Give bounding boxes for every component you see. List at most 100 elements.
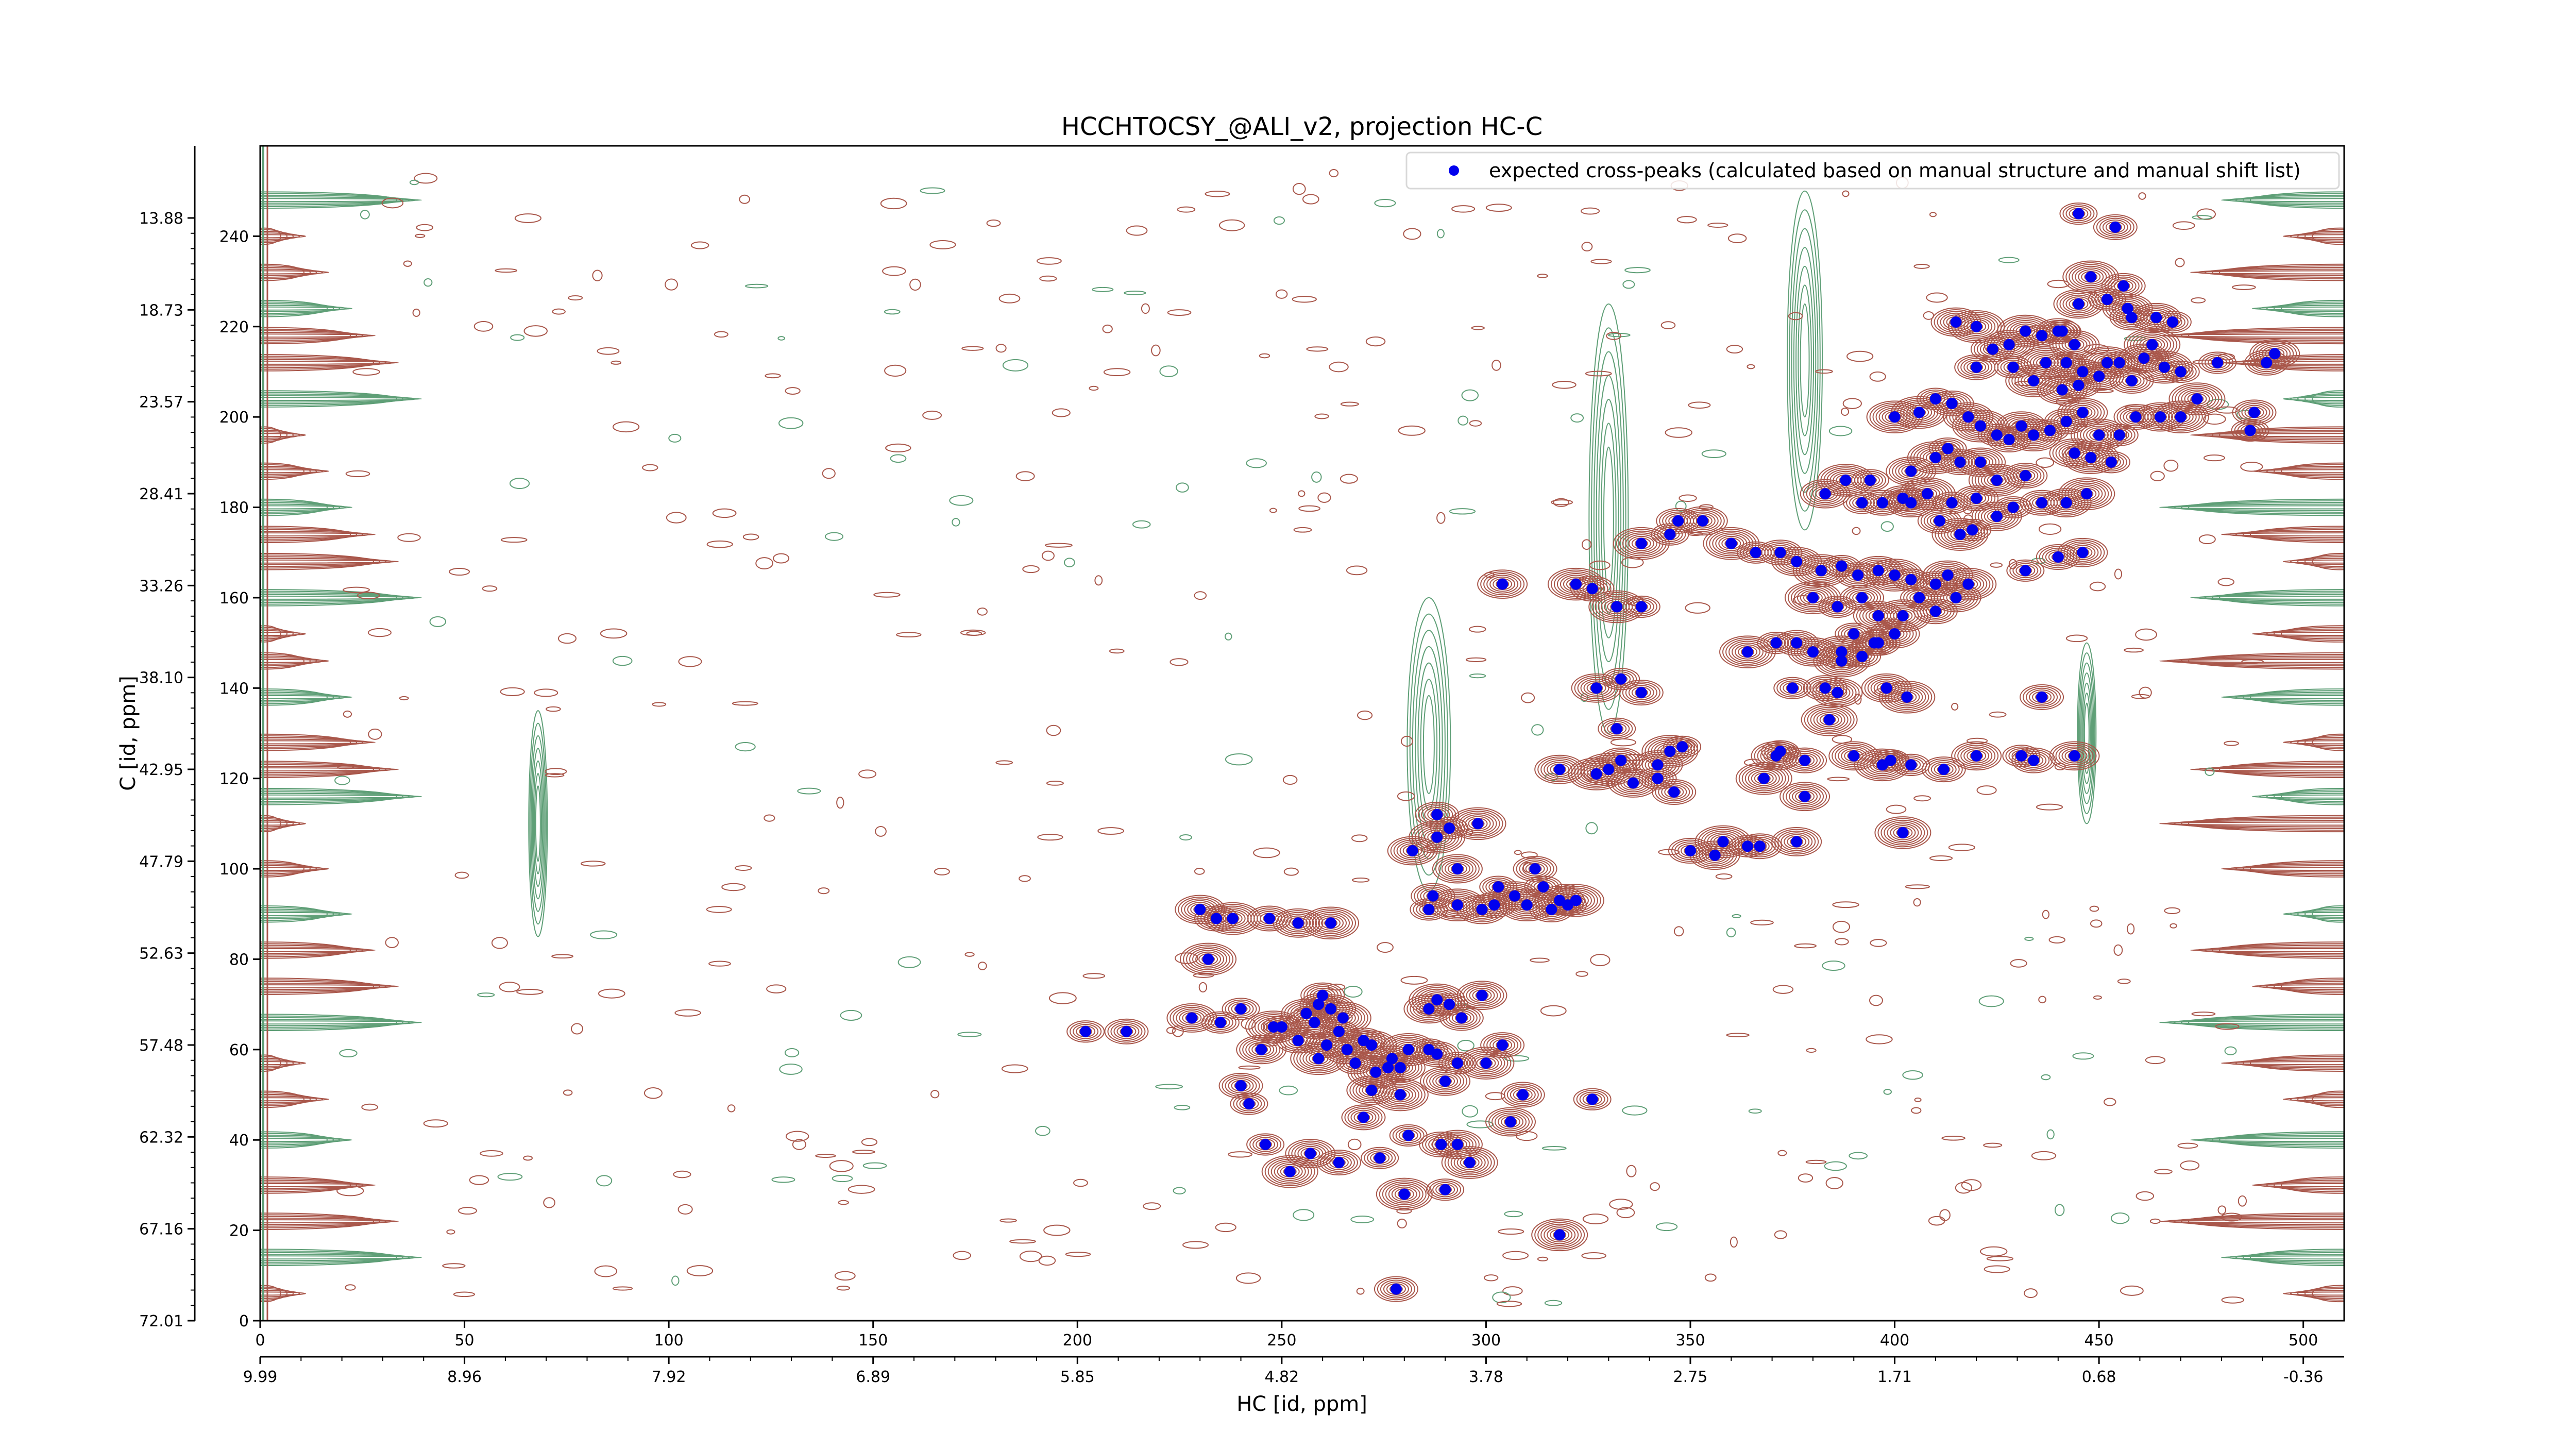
peak-contour (1498, 1114, 1523, 1130)
x-tick-label: 500 (2289, 1332, 2318, 1350)
noise-contour (597, 347, 620, 355)
noise-contour (1046, 781, 1064, 786)
noise-contour (671, 1275, 680, 1286)
cross-peak-marker (1852, 569, 1864, 581)
peak-contour (1285, 915, 1311, 931)
noise-contour (1293, 1209, 1315, 1221)
noise-contour (2191, 297, 2206, 304)
peak-contour (1391, 1186, 1417, 1202)
right-band-contour (2174, 818, 2344, 829)
peak-contour (1432, 1182, 1459, 1198)
peak-contour (1917, 508, 1962, 534)
peak-contour (2067, 482, 2106, 505)
right-band-contour (2181, 328, 2344, 343)
cross-peak-marker (1366, 1039, 1378, 1051)
noise-contour (880, 197, 907, 210)
y-ppm-tick-label: 13.88 (139, 210, 183, 228)
peak-contour (1751, 770, 1777, 786)
peak-contour (1943, 314, 1969, 330)
peak-contour (1869, 560, 1920, 590)
peak-contour (1350, 1109, 1377, 1125)
peak-contour (1392, 1126, 1425, 1145)
peak-contour (1274, 1162, 1306, 1181)
peak-contour (1486, 575, 1519, 594)
peak-contour (1236, 1096, 1262, 1111)
peak-contour (1574, 675, 1619, 701)
cross-peak-marker (1406, 845, 1418, 856)
peak-contour (2098, 454, 2124, 470)
noise-contour (2114, 568, 2123, 580)
right-band-contour (2235, 1057, 2344, 1069)
noise-contour (1374, 198, 1396, 208)
cross-peak-marker (1922, 488, 1933, 500)
noise-contour (1537, 1256, 1549, 1261)
peak-contour (1888, 686, 1926, 709)
noise-contour (1715, 873, 1733, 880)
noise-contour (858, 769, 877, 779)
noise-contour (1082, 973, 1106, 979)
peak-contour (2055, 745, 2094, 767)
y-tick-label: 40 (229, 1132, 249, 1150)
cross-peak-marker (2175, 366, 2187, 378)
cross-peak-marker (2077, 366, 2089, 378)
negative-ridge-contour (528, 710, 548, 937)
y-tick-label: 160 (219, 589, 249, 608)
noise-contour (360, 210, 370, 220)
peak-contour (1946, 571, 1991, 597)
peak-contour (1874, 751, 1907, 770)
peak-contour (1315, 914, 1347, 933)
noise-contour (2191, 1012, 2216, 1017)
peak-contour (1878, 407, 1911, 427)
peak-contour (1885, 684, 1929, 710)
noise-contour (2150, 470, 2165, 481)
peak-contour (1460, 982, 1504, 1008)
cross-peak-marker (2159, 361, 2171, 373)
peak-contour (2021, 373, 2047, 389)
peak-contour (2023, 686, 2061, 709)
peak-contour (2256, 342, 2294, 365)
noise-contour (861, 1138, 878, 1147)
noise-contour (1126, 225, 1148, 236)
right-band-contour (2304, 229, 2344, 243)
noise-contour (764, 814, 775, 822)
right-band-contour (2283, 1097, 2344, 1102)
noise-contour (2031, 558, 2046, 565)
cross-peak-marker (1905, 465, 1917, 477)
cross-peak-marker (1321, 1039, 1333, 1051)
noise-contour (1842, 190, 1850, 197)
peak-contour (1377, 1278, 1415, 1301)
right-band-contour (2235, 529, 2344, 540)
cross-peak-marker (1243, 1098, 1255, 1110)
cross-peak-marker (2248, 407, 2260, 418)
noise-contour (612, 421, 640, 433)
peak-contour (2201, 353, 2234, 373)
right-band-contour (2219, 426, 2344, 444)
cross-peak-marker (1897, 827, 1909, 838)
noise-contour (674, 1009, 701, 1017)
cross-peak-marker (1819, 488, 1831, 500)
noise-contour (2120, 1285, 2144, 1296)
noise-contour (1039, 275, 1057, 282)
noise-contour (1622, 280, 1635, 289)
noise-contour (1469, 673, 1486, 679)
peak-contour (1859, 632, 1897, 654)
right-band-contour (2205, 267, 2344, 278)
peak-contour (1580, 679, 1613, 698)
noise-contour (1551, 499, 1573, 506)
right-band-contour (2290, 558, 2344, 565)
right-band-contour (2228, 865, 2344, 873)
peak-contour (2066, 543, 2099, 562)
cross-peak-marker (1398, 1188, 1410, 1200)
right-band-contour (2219, 1131, 2344, 1149)
noise-contour (2038, 523, 2062, 535)
cross-peak-marker (1292, 1035, 1304, 1047)
peak-contour (2232, 399, 2277, 426)
right-band-contour (2212, 265, 2344, 280)
peak-contour (1625, 534, 1657, 553)
peak-contour (1960, 488, 1993, 508)
peak-contour (1601, 719, 1633, 738)
cross-peak-marker (1889, 411, 1901, 423)
cross-peak-marker (2085, 271, 2097, 283)
peak-contour (1862, 633, 1894, 652)
noise-contour (986, 219, 1001, 227)
